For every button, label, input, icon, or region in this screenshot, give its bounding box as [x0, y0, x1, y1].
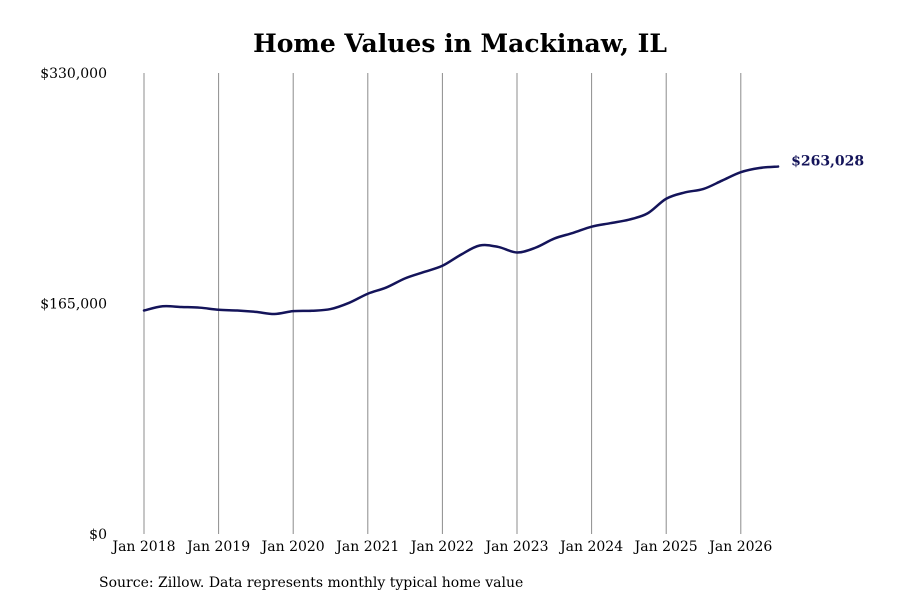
y-tick-label: $165,000: [40, 297, 107, 313]
x-tick-label: Jan 2021: [334, 539, 399, 555]
y-tick-label: $0: [89, 527, 107, 543]
x-tick-label: Jan 2026: [707, 539, 772, 555]
series-line-0: [142, 165, 780, 316]
series-layer: [142, 165, 780, 316]
x-tick-label: Jan 2025: [633, 539, 698, 555]
x-tick-label: Jan 2020: [260, 539, 325, 555]
end-value-label: $263,028: [791, 154, 864, 170]
x-tick-label: Jan 2022: [409, 539, 474, 555]
x-axis-ticks: Jan 2018 Jan 2019 Jan 2020 Jan 2021 Jan 2022…: [110, 539, 772, 555]
x-tick-label: Jan 2024: [558, 539, 623, 555]
gridlines: [143, 73, 742, 534]
chart-title: Home Values in Mackinaw, IL: [253, 29, 667, 58]
x-tick-label: Jan 2019: [185, 539, 250, 555]
source-note: Source: Zillow. Data represents monthly …: [99, 575, 523, 591]
x-tick-label: Jan 2023: [483, 539, 548, 555]
y-tick-label: $330,000: [40, 66, 107, 82]
x-tick-label: Jan 2018: [110, 539, 175, 555]
y-axis-ticks: $0 $165,000 $330,000: [40, 66, 107, 543]
